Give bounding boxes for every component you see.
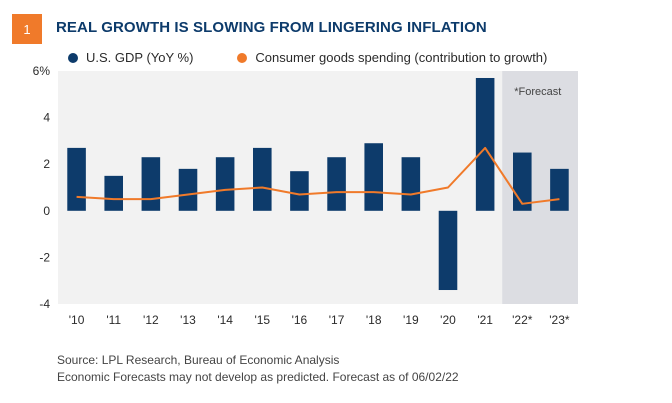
- gdp-bar: [178, 168, 198, 211]
- gdp-bar: [104, 175, 123, 211]
- x-tick-label: '11: [106, 313, 121, 327]
- gdp-bar: [475, 77, 495, 211]
- gdp-bar: [215, 157, 235, 211]
- gdp-bar: [67, 147, 86, 211]
- x-tick-label: '17: [329, 313, 345, 327]
- x-tick-label: '16: [292, 313, 308, 327]
- gdp-bar: [364, 143, 383, 211]
- x-tick-label: '10: [69, 313, 85, 327]
- legend-item-spending: Consumer goods spending (contribution to…: [237, 50, 547, 65]
- plot-area: [58, 71, 578, 304]
- y-tick-label: 6%: [33, 64, 51, 78]
- gdp-bar: [253, 147, 272, 211]
- gdp-bar: [327, 157, 346, 211]
- gdp-bar: [141, 157, 161, 211]
- spending-line: [76, 146, 560, 205]
- x-tick-label: '18: [366, 313, 382, 327]
- x-tick-label: '21: [477, 313, 493, 327]
- x-tick-label: '22*: [512, 313, 533, 327]
- bar-line-chart: *Forecast 6% 4 2 0 -2 -4 '10 '11 '12 '13 '14 '15 '16 '…: [33, 64, 578, 327]
- forecast-label: *Forecast: [514, 86, 561, 98]
- gdp-bar: [290, 171, 309, 211]
- chart-title: REAL GROWTH IS SLOWING FROM LINGERING IN…: [56, 19, 487, 36]
- chart-legend: U.S. GDP (YoY %) Consumer goods spending…: [68, 50, 591, 65]
- x-tick-label: '14: [217, 313, 233, 327]
- y-tick-label: -4: [39, 297, 50, 311]
- legend-spending-marker: [237, 52, 248, 63]
- gdp-bar: [438, 210, 458, 291]
- y-tick-label: 2: [43, 157, 50, 171]
- legend-gdp-label: U.S. GDP (YoY %): [86, 50, 194, 65]
- y-tick-label: -2: [39, 250, 50, 264]
- legend-item-gdp: U.S. GDP (YoY %): [68, 50, 193, 65]
- x-tick-label: '20: [440, 313, 456, 327]
- gdp-bar: [550, 168, 569, 211]
- x-tick-label: '15: [254, 313, 270, 327]
- x-tick-label: '19: [403, 313, 419, 327]
- gdp-bar: [401, 157, 421, 211]
- x-tick-label: '12: [143, 313, 159, 327]
- legend-gdp-marker: [68, 52, 78, 63]
- x-tick-label: '13: [180, 313, 196, 327]
- source-note: Source: LPL Research, Bureau of Economic…: [57, 353, 340, 367]
- legend-spending-label: Consumer goods spending (contribution to…: [255, 50, 548, 65]
- figure-number-badge: 1: [12, 14, 42, 44]
- forecast-disclaimer: Economic Forecasts may not develop as pr…: [57, 370, 459, 384]
- x-tick-label: '23*: [549, 313, 570, 327]
- y-tick-label: 4: [43, 111, 50, 125]
- y-tick-label: 0: [43, 204, 50, 218]
